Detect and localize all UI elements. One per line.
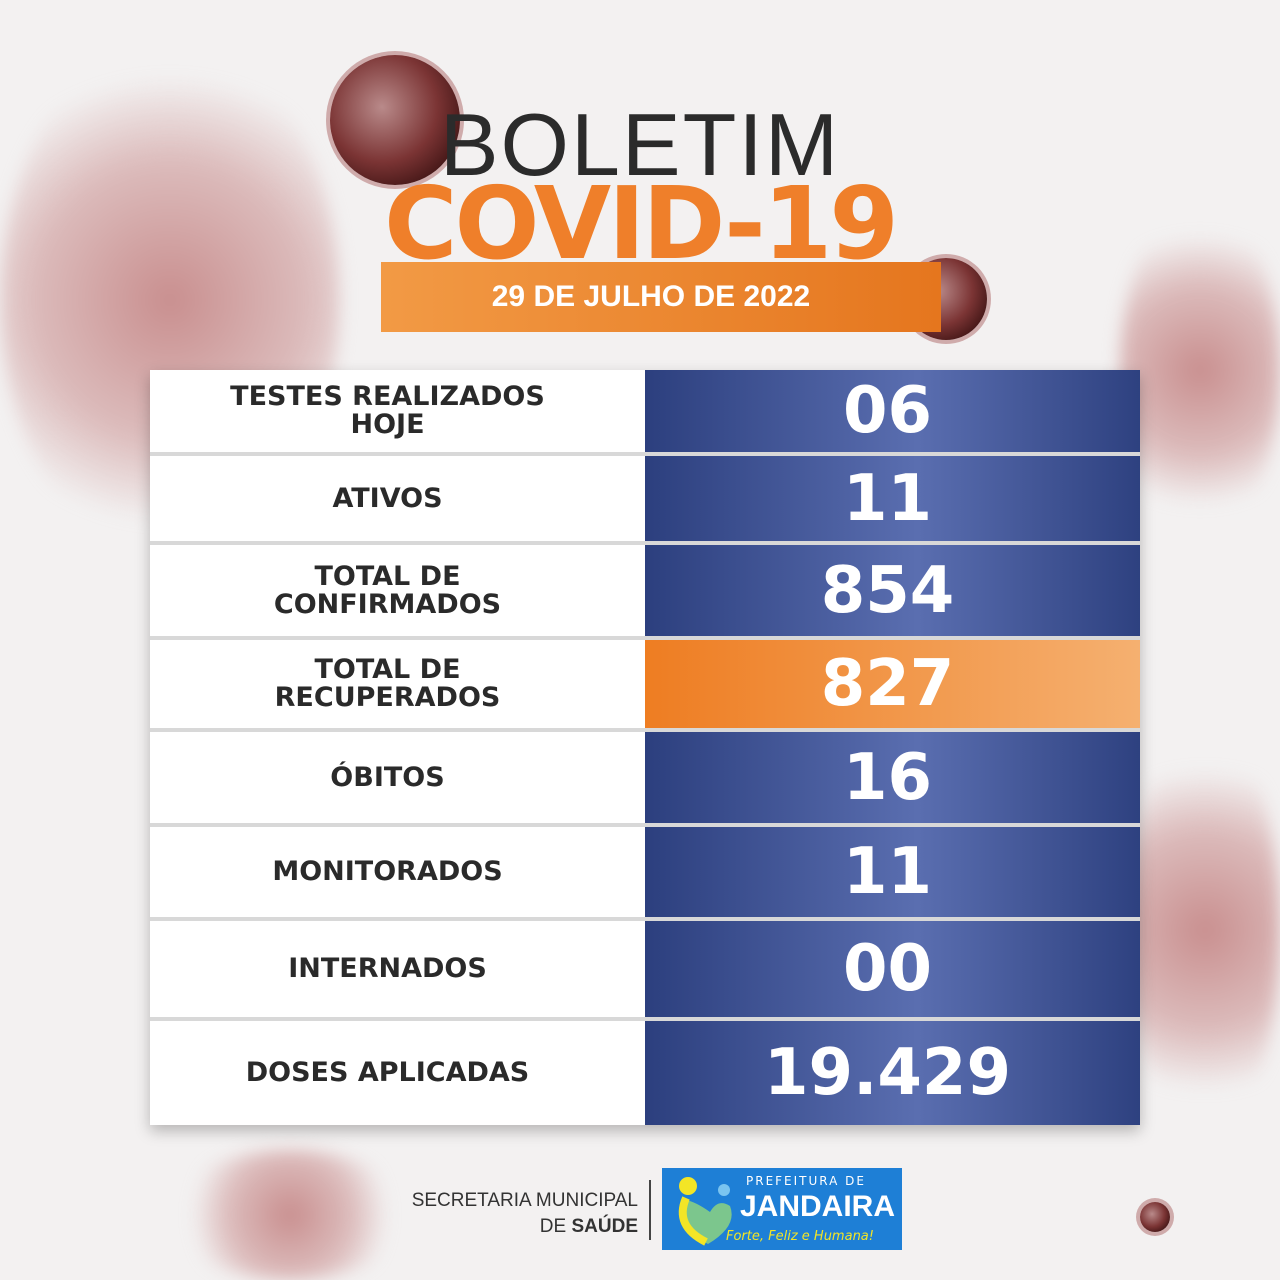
row-label: TOTAL DE RECUPERADOS [150,640,645,728]
row-value: 06 [645,370,1140,452]
row-value-text: 16 [842,740,933,815]
row-label: DOSES APLICADAS [150,1021,645,1125]
heart-logo-icon [678,1177,732,1246]
virus-icon [330,55,460,185]
secretaria-label: SECRETARIA MUNICIPAL DE SAÚDE [412,1188,638,1240]
row-value-text: 11 [842,461,933,536]
virus-icon [1140,1202,1170,1232]
background-virus-blur [1120,200,1280,540]
background-virus-blur [1130,720,1280,1140]
row-value-text: 11 [842,835,933,909]
row-value-text: 854 [820,553,955,628]
row-value: 854 [645,545,1140,636]
row-value-text: 00 [842,932,933,1006]
row-value: 11 [645,456,1140,541]
row-label-text: TOTAL DE CONFIRMADOS [273,560,502,620]
prefeitura-logo: PREFEITURA DE JANDAIRA Forte, Feliz e Hu… [662,1168,902,1250]
row-label-text: ÓBITOS [330,761,445,793]
row-label: TESTES REALIZADOS HOJE [150,370,645,452]
table-row: TOTAL DE CONFIRMADOS 854 [150,545,1140,640]
row-label-text: MONITORADOS [272,856,503,887]
row-value-text: 827 [820,647,955,721]
row-label-text: INTERNADOS [288,953,487,984]
title-covid: COVID-19 [384,165,899,282]
row-value-text: 19.429 [764,1036,1011,1110]
row-label-text: TOTAL DE RECUPERADOS [274,654,501,713]
row-label: ÓBITOS [150,732,645,823]
table-row: MONITORADOS 11 [150,827,1140,921]
row-value-text: 06 [842,374,933,448]
table-row: TESTES REALIZADOS HOJE 06 [150,370,1140,456]
table-row: TOTAL DE RECUPERADOS 827 [150,640,1140,732]
date-banner: 29 DE JULHO DE 2022 [381,262,941,332]
row-value: 19.429 [645,1021,1140,1125]
row-label: ATIVOS [150,456,645,541]
row-label-text: TESTES REALIZADOS HOJE [230,381,545,440]
divider [649,1180,651,1240]
secretaria-line1: SECRETARIA MUNICIPAL [411,1190,638,1211]
row-label-text: ATIVOS [332,482,443,514]
logo-tagline: Forte, Feliz e Humana! [726,1229,874,1244]
background-virus-blur [170,1150,410,1280]
row-label: TOTAL DE CONFIRMADOS [150,545,645,636]
secretaria-de: DE [539,1216,572,1237]
logo-top-text: PREFEITURA DE [746,1174,866,1188]
table-row: ÓBITOS 16 [150,732,1140,827]
row-label-text: DOSES APLICADAS [245,1057,530,1088]
secretaria-saude: SAÚDE [571,1216,638,1237]
row-label: MONITORADOS [150,827,645,917]
row-label: INTERNADOS [150,921,645,1017]
logo-name: JANDAIRA [740,1190,896,1223]
table-row: INTERNADOS 00 [150,921,1140,1021]
row-value: 00 [645,921,1140,1017]
stats-table: TESTES REALIZADOS HOJE 06 ATIVOS 11 TOTAL DE… [150,370,1140,1125]
date-text: 29 DE JULHO DE 2022 [491,280,811,313]
table-row: ATIVOS 11 [150,456,1140,545]
row-value: 16 [645,732,1140,823]
title-boletim: BOLETIM [439,95,841,194]
row-value: 11 [645,827,1140,917]
row-value: 827 [645,640,1140,728]
table-row: DOSES APLICADAS 19.429 [150,1021,1140,1125]
